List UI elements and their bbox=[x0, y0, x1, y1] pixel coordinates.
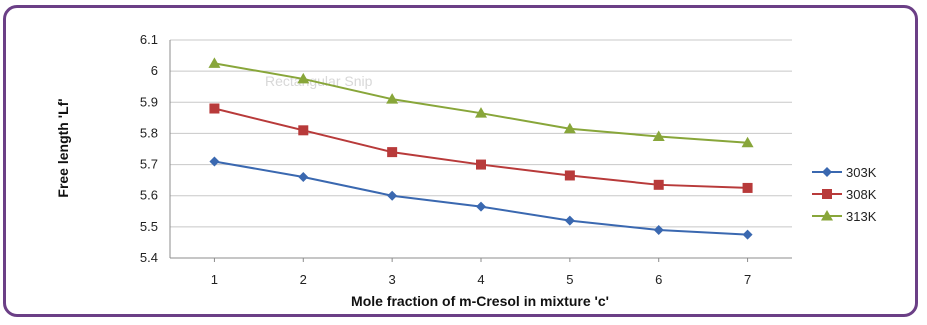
y-axis: 5.4 5.5 5.6 5.7 5.8 5.9 6 6.1 bbox=[140, 32, 171, 265]
y-tick-label: 6.1 bbox=[140, 32, 158, 47]
data-point bbox=[298, 125, 309, 136]
legend-label: 313K bbox=[846, 209, 877, 224]
data-point bbox=[208, 57, 221, 68]
y-tick-label: 5.9 bbox=[140, 94, 158, 109]
legend-swatch-marker bbox=[821, 210, 833, 221]
series-group bbox=[208, 57, 754, 240]
data-point bbox=[476, 201, 486, 212]
legend: 303K 308K 313K bbox=[812, 165, 877, 224]
y-tick-label: 5.6 bbox=[140, 188, 158, 203]
data-point bbox=[387, 190, 398, 201]
data-point bbox=[563, 122, 576, 134]
data-point bbox=[476, 159, 486, 170]
data-point bbox=[741, 136, 754, 148]
data-point bbox=[209, 156, 220, 167]
x-tick-label: 2 bbox=[300, 272, 307, 287]
legend-swatch-marker bbox=[822, 189, 832, 199]
data-point bbox=[564, 170, 575, 181]
data-point bbox=[564, 215, 575, 226]
x-axis: 1 2 3 4 5 6 7 bbox=[170, 257, 792, 287]
legend-item-313k: 313K bbox=[812, 209, 877, 224]
data-point bbox=[742, 182, 753, 193]
x-axis-title: Mole fraction of m-Cresol in mixture 'c' bbox=[351, 293, 609, 309]
legend-item-308k: 308K bbox=[812, 187, 877, 202]
y-tick-label: 5.4 bbox=[140, 250, 158, 265]
legend-label: 303K bbox=[846, 165, 877, 180]
data-point bbox=[742, 229, 753, 240]
data-point bbox=[386, 93, 399, 104]
data-point bbox=[387, 147, 398, 158]
y-tick-label: 6 bbox=[151, 63, 158, 78]
data-point bbox=[653, 224, 664, 235]
x-tick-label: 7 bbox=[744, 272, 751, 287]
series-308k bbox=[209, 103, 753, 193]
y-tick-label: 5.7 bbox=[140, 157, 158, 172]
x-tick-label: 5 bbox=[566, 272, 573, 287]
series-line bbox=[214, 160, 748, 236]
series-303k bbox=[209, 156, 753, 240]
data-point bbox=[475, 107, 487, 118]
data-point bbox=[209, 103, 220, 114]
y-tick-label: 5.5 bbox=[140, 219, 158, 234]
data-point bbox=[298, 172, 309, 183]
x-tick-label: 3 bbox=[389, 272, 396, 287]
legend-swatch-marker bbox=[822, 167, 832, 177]
x-tick-label: 6 bbox=[655, 272, 662, 287]
data-point bbox=[652, 130, 665, 142]
y-axis-title: Free length 'Lf' bbox=[55, 98, 71, 197]
series-313k bbox=[208, 57, 754, 148]
x-tick-label: 1 bbox=[211, 272, 218, 287]
legend-item-303k: 303K bbox=[812, 165, 877, 180]
data-point bbox=[297, 72, 310, 84]
legend-label: 308K bbox=[846, 187, 877, 202]
data-point bbox=[653, 179, 664, 190]
y-tick-label: 5.8 bbox=[140, 125, 158, 140]
x-tick-label: 4 bbox=[477, 272, 484, 287]
